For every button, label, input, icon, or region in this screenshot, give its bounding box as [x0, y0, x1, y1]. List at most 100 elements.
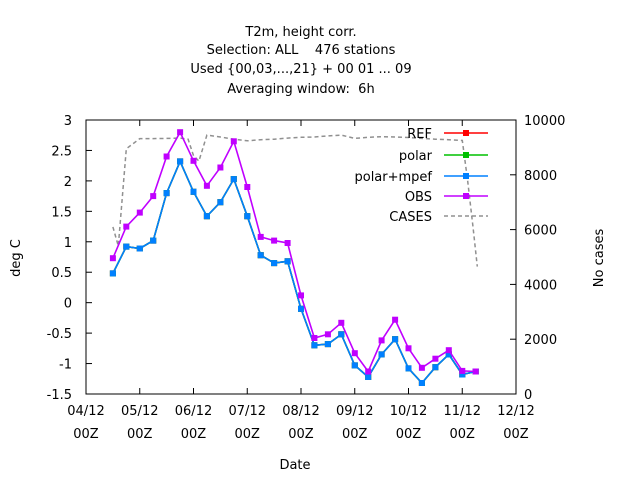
legend-label: REF: [407, 127, 432, 142]
cases-series: [112, 134, 479, 267]
data-point: [459, 371, 466, 378]
data-point: [324, 341, 331, 348]
data-point: [392, 316, 399, 323]
x-tick-label-hour: 00Z: [396, 427, 422, 442]
legend-label: OBS: [405, 190, 432, 205]
y-tick-label: 1.5: [51, 205, 72, 220]
data-point: [338, 319, 345, 326]
legend: REF polar polar+mpef OBS CASES: [354, 127, 488, 225]
title-line-2: Selection: ALL 476 stations: [207, 43, 396, 58]
data-point: [230, 176, 237, 183]
data-point: [472, 368, 479, 375]
data-point: [405, 365, 412, 372]
y2-tick-label: 6000: [524, 224, 557, 239]
x-tick-label-date: 10/12: [390, 404, 427, 419]
x-tick-label-date: 05/12: [121, 404, 158, 419]
data-point: [418, 364, 425, 371]
data-point: [163, 190, 170, 197]
data-point: [271, 237, 278, 244]
y2-tick-label: 10000: [524, 114, 565, 129]
data-point: [217, 164, 224, 171]
legend-marker: [463, 130, 469, 136]
y-tick-label: 0: [64, 297, 72, 312]
data-point: [257, 233, 264, 240]
y2-tick-label: 2000: [524, 333, 557, 348]
x-tick-label-hour: 00Z: [127, 427, 153, 442]
data-point: [298, 292, 304, 299]
data-point: [298, 305, 304, 312]
series-group: [109, 129, 479, 386]
y2-tick-label: 8000: [524, 169, 557, 184]
data-point: [459, 367, 466, 374]
y-axis: 3 2.5 2 1.5 1 0.5 0 -0.5 -1 -1.5: [47, 114, 92, 403]
x-tick-label-date: 06/12: [175, 404, 212, 419]
y2-tick-label: 0: [524, 388, 532, 403]
data-point: [123, 243, 130, 250]
y-tick-label: -1: [59, 358, 72, 373]
data-point: [177, 129, 184, 136]
x-tick-label-hour: 00Z: [73, 427, 99, 442]
y-tick-label: 1: [64, 236, 72, 251]
x-tick-label-date: 11/12: [444, 404, 481, 419]
title-line-3: Used {00,03,...,21} + 00 01 ... 09: [190, 62, 411, 77]
data-point: [351, 362, 358, 369]
data-point: [244, 213, 251, 220]
data-point: [365, 374, 372, 380]
x-axis-label: Date: [279, 458, 310, 473]
legend-item: polar: [399, 149, 488, 164]
data-point: [311, 342, 318, 349]
legend-item: CASES: [389, 210, 488, 225]
data-point: [257, 252, 264, 259]
data-point: [217, 199, 224, 206]
y-axis-label: deg C: [9, 239, 24, 277]
y-tick-label: 0.5: [51, 266, 72, 281]
legend-item: polar+mpef: [354, 170, 488, 185]
y-tick-label: 3: [64, 114, 72, 129]
data-point: [123, 223, 130, 230]
y2-tick-label: 4000: [524, 278, 557, 293]
x-axis: 04/12 00Z 05/12 00Z 06/12 00Z 07/12 00Z 08/12 00Z…: [67, 120, 535, 442]
cases-line: [112, 134, 479, 267]
x-tick-label-hour: 00Z: [235, 427, 261, 442]
x-tick-label-hour: 00Z: [288, 427, 314, 442]
series-obs: [109, 129, 479, 375]
y-tick-label: -1.5: [47, 388, 72, 403]
x-tick-label-hour: 00Z: [503, 427, 529, 442]
chart-title: T2m, height corr. Selection: ALL 476 sta…: [190, 25, 411, 97]
x-tick-label-date: 08/12: [282, 404, 319, 419]
data-point: [136, 209, 143, 216]
x-tick-label-date: 12/12: [497, 404, 534, 419]
data-point: [203, 213, 210, 220]
x-tick-label-hour: 00Z: [342, 427, 368, 442]
data-point: [378, 337, 385, 344]
data-point: [271, 260, 278, 267]
legend-marker: [463, 173, 469, 179]
legend-label: CASES: [389, 210, 432, 225]
data-point: [432, 355, 439, 362]
x-tick-label-date: 07/12: [229, 404, 266, 419]
legend-item: REF: [407, 127, 488, 142]
data-point: [432, 364, 439, 371]
x-tick-label-hour: 00Z: [181, 427, 207, 442]
data-point: [365, 368, 372, 375]
data-point: [284, 258, 291, 265]
title-line-4: Averaging window: 6h: [227, 82, 374, 97]
data-point: [136, 245, 143, 252]
x-tick-label-date: 04/12: [67, 404, 104, 419]
y-tick-label: 2.5: [51, 144, 72, 159]
legend-label: polar: [399, 149, 433, 164]
y2-axis: 10000 8000 6000 4000 2000 0: [510, 114, 565, 403]
data-point: [378, 351, 385, 358]
data-point: [284, 240, 291, 246]
data-point: [203, 182, 210, 189]
x-tick-label-date: 09/12: [336, 404, 373, 419]
data-point: [190, 188, 197, 195]
data-point: [230, 138, 237, 145]
data-point: [445, 347, 452, 354]
data-point: [190, 157, 197, 164]
data-point: [418, 380, 425, 386]
data-point: [351, 350, 358, 357]
data-point: [324, 331, 331, 338]
legend-label: polar+mpef: [354, 170, 432, 185]
